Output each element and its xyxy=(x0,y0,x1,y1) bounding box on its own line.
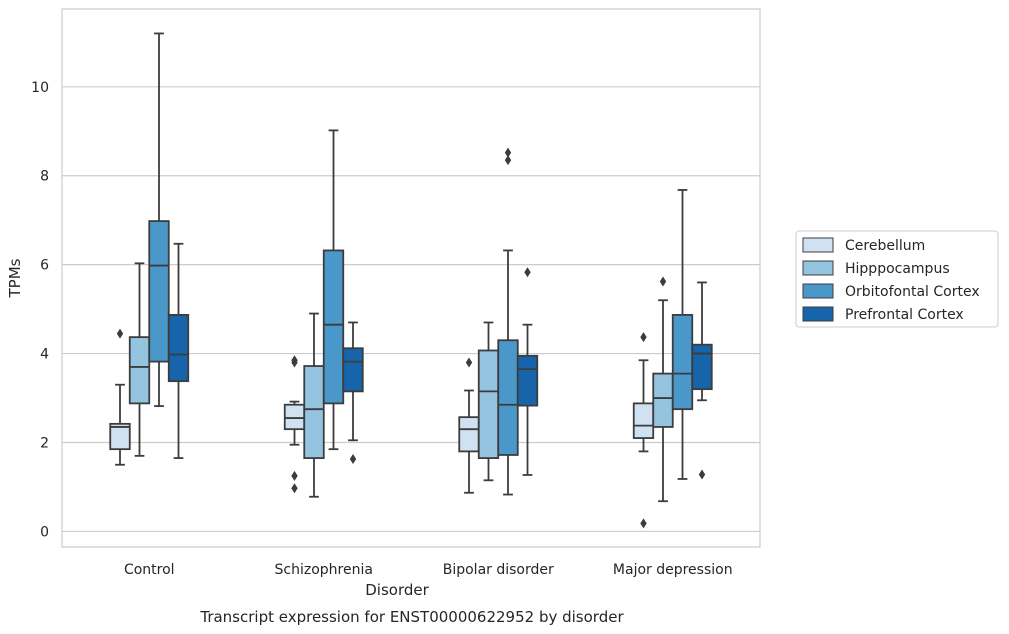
box-iqr xyxy=(128,336,151,405)
y-tick-label: 2 xyxy=(40,436,49,452)
legend: Cerebellum Hipppocampus Orbitofontal Corte… xyxy=(795,230,999,328)
outlier-point xyxy=(524,267,531,278)
box-plot xyxy=(632,332,655,529)
box-iqr xyxy=(652,372,674,428)
box-plots xyxy=(109,32,713,529)
y-tick-label: 4 xyxy=(40,347,49,363)
box-plot xyxy=(477,321,500,482)
outlier-point xyxy=(291,470,298,481)
box-plot xyxy=(671,189,694,480)
legend-swatch xyxy=(802,237,834,253)
box-iqr xyxy=(458,416,480,453)
outlier-point xyxy=(504,147,512,158)
y-tick-label: 0 xyxy=(40,524,49,540)
outlier-point xyxy=(504,155,512,166)
box-plot xyxy=(109,328,131,466)
plot-frame xyxy=(61,8,761,548)
outlier-point xyxy=(291,483,298,494)
outlier-point xyxy=(640,518,647,529)
box-plot xyxy=(128,262,151,457)
outlier-point xyxy=(659,276,667,287)
legend-swatch xyxy=(802,260,834,276)
box-iqr xyxy=(497,339,519,456)
box-iqr xyxy=(303,365,325,459)
box-plot xyxy=(342,321,364,464)
legend-label: Cerebellum xyxy=(845,238,925,254)
legend-label: Hipppocampus xyxy=(845,261,950,277)
box-iqr xyxy=(148,220,170,363)
box-iqr xyxy=(632,402,655,439)
box-plot xyxy=(497,147,519,496)
y-tick-label: 8 xyxy=(40,169,49,185)
x-tick-label: Control xyxy=(124,562,175,578)
axis-ticks: 0 2 4 6 8 10 Control Schizophrenia Bipolar disor… xyxy=(31,80,732,578)
box-plot xyxy=(148,32,170,407)
outlier-point xyxy=(698,469,706,480)
box-iqr xyxy=(691,343,713,391)
outlier-point xyxy=(291,355,298,366)
outlier-point xyxy=(349,453,357,464)
box-plot xyxy=(458,357,480,494)
outlier-point xyxy=(116,328,124,339)
x-tick-label: Schizophrenia xyxy=(275,562,373,578)
legend-swatch xyxy=(802,283,834,299)
box-plot xyxy=(283,355,306,494)
legend-frame xyxy=(795,230,999,328)
x-tick-label: Bipolar disorder xyxy=(443,562,554,578)
legend-swatch xyxy=(802,306,834,322)
box-iqr xyxy=(322,249,345,405)
box-plot xyxy=(322,129,345,451)
box-iqr xyxy=(671,314,694,411)
box-plot xyxy=(652,276,674,503)
box-plot xyxy=(516,267,539,476)
x-axis-label: Disorder xyxy=(365,581,429,599)
outlier-point xyxy=(640,332,647,343)
box-iqr xyxy=(167,314,190,383)
box-iqr xyxy=(283,403,306,431)
box-iqr xyxy=(109,422,131,451)
y-axis-label: TPMs xyxy=(6,258,24,298)
x-tick-label: Major depression xyxy=(613,562,733,578)
y-tick-label: 10 xyxy=(31,80,49,96)
box-iqr xyxy=(342,347,364,393)
legend-label: Prefrontal Cortex xyxy=(845,307,964,323)
outlier-point xyxy=(465,357,473,368)
legend-label: Orbitofontal Cortex xyxy=(845,284,980,300)
box-iqr xyxy=(516,354,539,407)
y-tick-label: 6 xyxy=(40,258,49,274)
chart-caption: Transcript expression for ENST0000062295… xyxy=(199,608,624,626)
box-iqr xyxy=(477,349,500,459)
box-plot xyxy=(167,242,190,459)
box-plot xyxy=(303,312,325,498)
box-plot xyxy=(691,281,713,480)
